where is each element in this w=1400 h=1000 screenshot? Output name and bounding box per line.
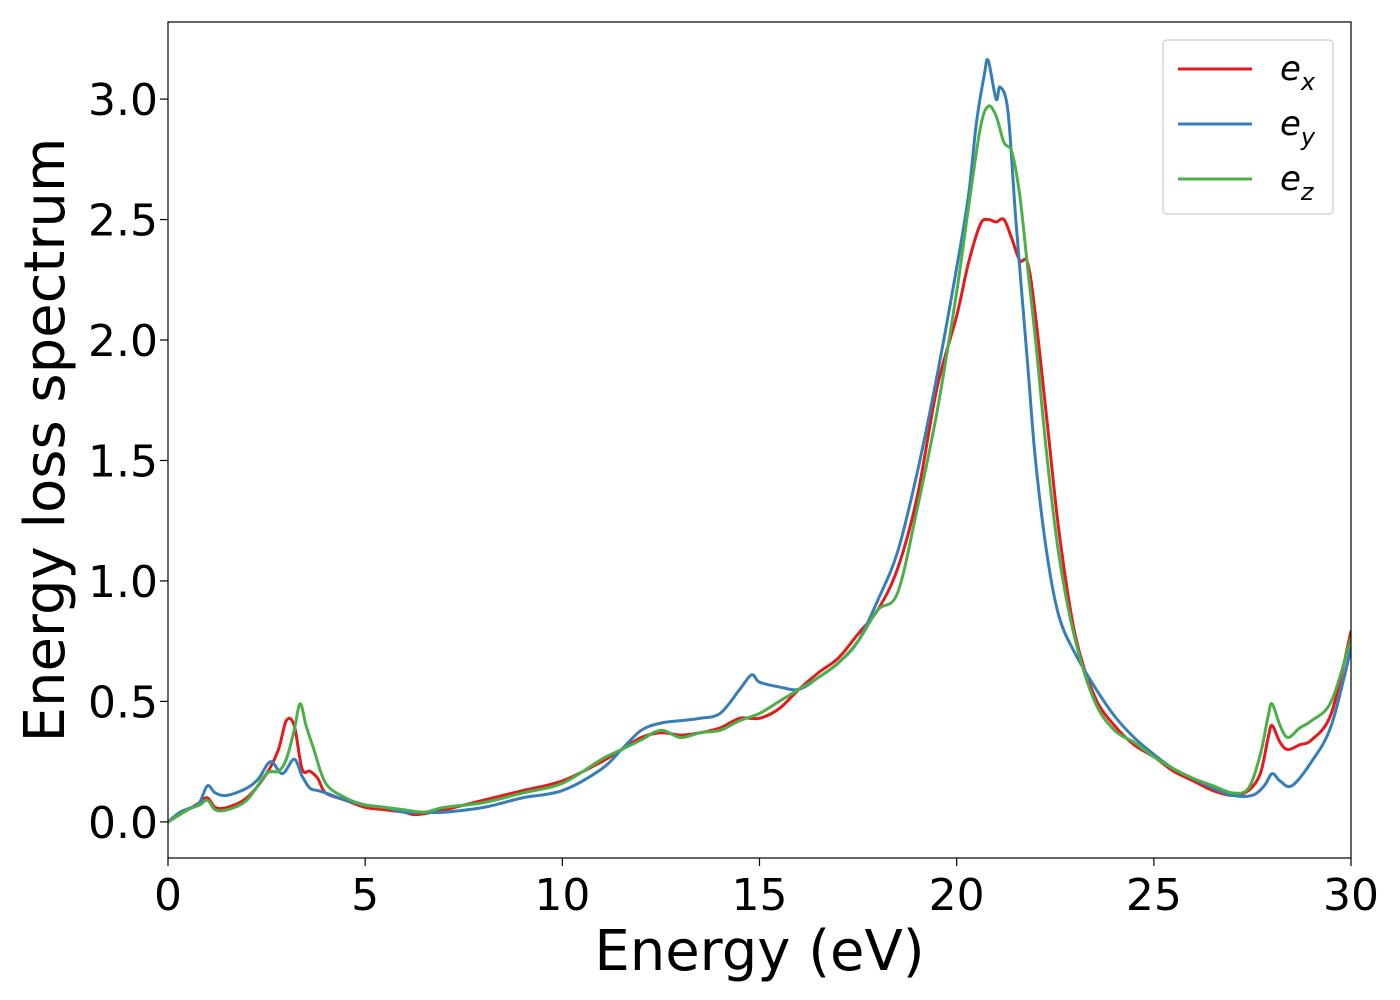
legend-label-z: ez [1280,159,1315,206]
legend-label-y: ey [1280,104,1316,151]
y-tick-label: 3.0 [88,75,158,126]
y-tick-label: 2.5 [88,196,158,247]
y-tick-label: 1.5 [88,436,158,487]
x-axis: 0 5 10 15 20 25 30 [154,858,1379,921]
x-tick-label: 5 [351,870,379,921]
series-layer [168,58,1351,824]
y-axis-label: Energy loss spectrum [13,138,78,743]
legend-frame [1162,39,1334,215]
y-tick-label: 0.5 [88,677,158,728]
x-tick-label: 20 [929,870,985,921]
series-line-x [168,217,1351,824]
x-tick-label: 25 [1126,870,1182,921]
x-tick-label: 0 [154,870,182,921]
legend-label-x: ex [1280,49,1316,96]
x-tick-label: 30 [1323,870,1379,921]
x-tick-label: 15 [732,870,788,921]
series-line-z [168,104,1351,824]
x-axis-label: Energy (eV) [594,919,924,984]
y-axis: 0.0 0.5 1.0 1.5 2.0 2.5 3.0 [88,75,168,849]
x-tick-label: 10 [534,870,590,921]
y-tick-label: 2.0 [88,316,158,367]
y-tick-label: 0.0 [88,798,158,849]
legend: ex ey ez [1162,39,1334,215]
y-tick-label: 1.0 [88,557,158,608]
